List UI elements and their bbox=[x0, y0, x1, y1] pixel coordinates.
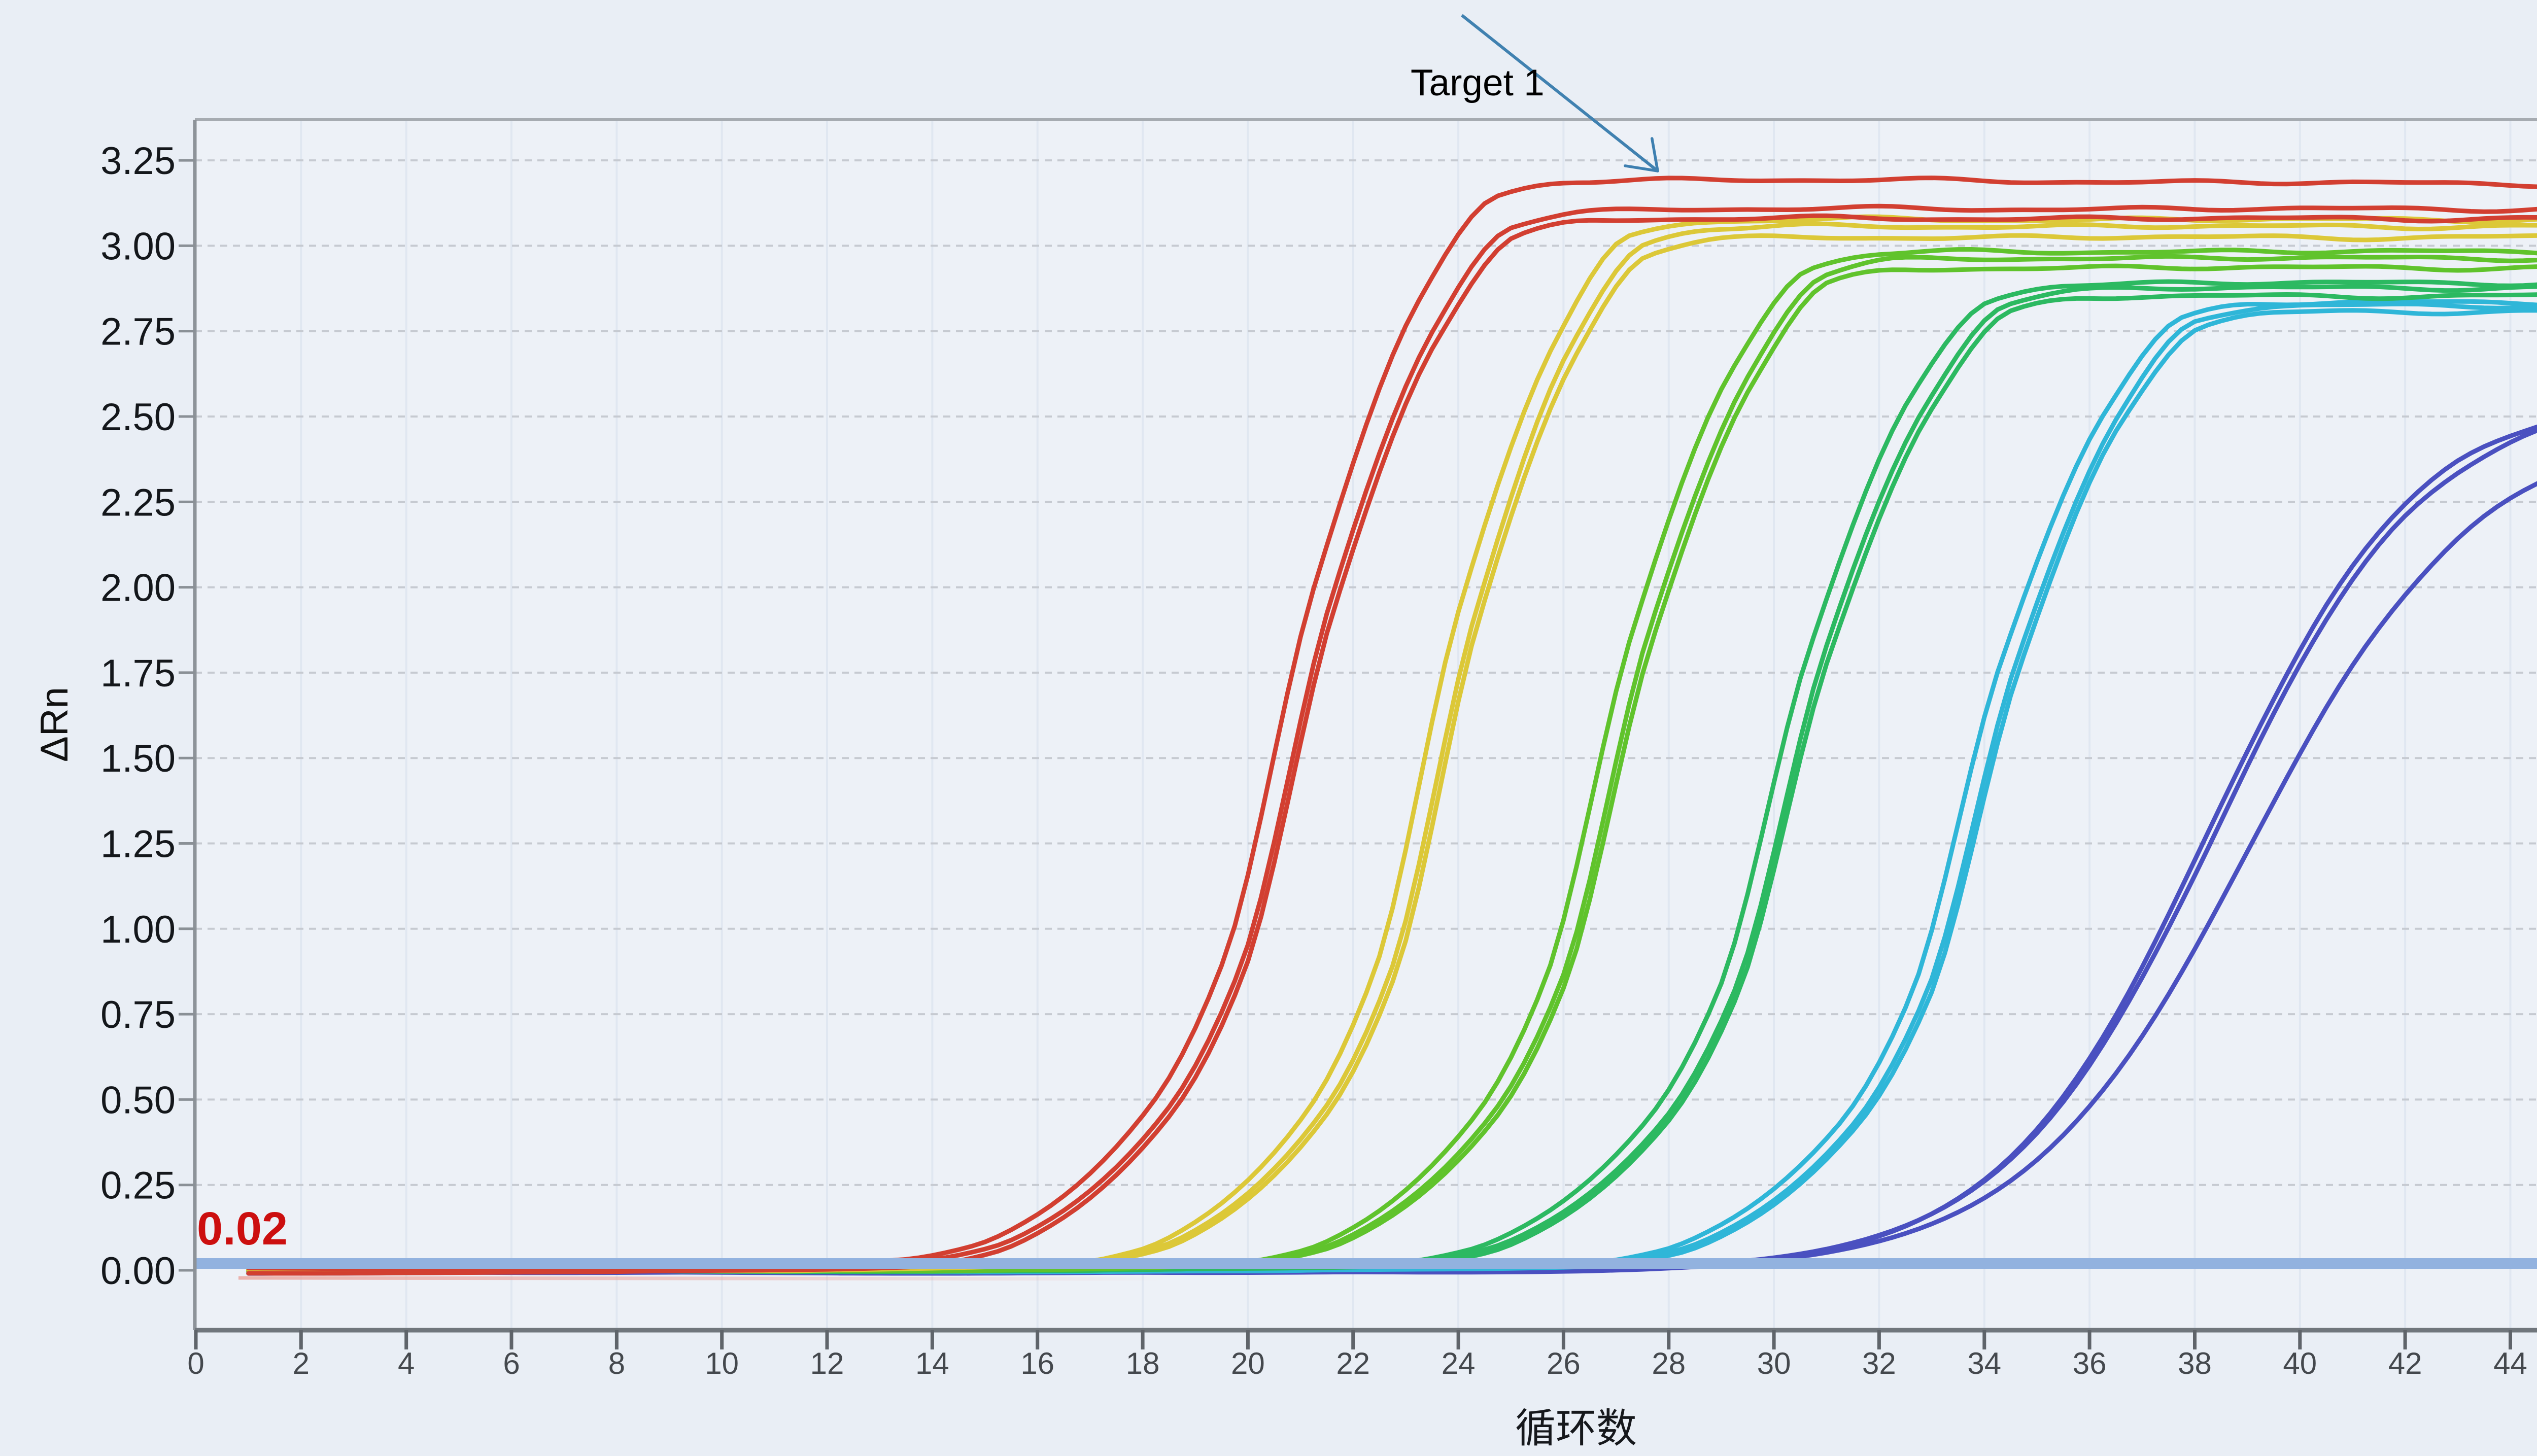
svg-text:0.75: 0.75 bbox=[100, 993, 176, 1036]
svg-text:6: 6 bbox=[503, 1346, 520, 1380]
svg-text:0.02: 0.02 bbox=[197, 1203, 288, 1255]
svg-text:3.25: 3.25 bbox=[100, 140, 176, 183]
svg-text:24: 24 bbox=[1442, 1346, 1476, 1380]
svg-text:26: 26 bbox=[1547, 1346, 1581, 1380]
svg-text:10: 10 bbox=[705, 1346, 739, 1380]
svg-text:2: 2 bbox=[293, 1346, 310, 1380]
svg-text:32: 32 bbox=[1862, 1346, 1896, 1380]
svg-text:12: 12 bbox=[810, 1346, 844, 1380]
svg-text:18: 18 bbox=[1126, 1346, 1160, 1380]
svg-text:22: 22 bbox=[1336, 1346, 1370, 1380]
svg-text:16: 16 bbox=[1020, 1346, 1054, 1380]
svg-text:8: 8 bbox=[608, 1346, 625, 1380]
svg-text:Target 1: Target 1 bbox=[1411, 62, 1545, 103]
svg-text:ΔRn: ΔRn bbox=[33, 687, 76, 762]
svg-text:1.50: 1.50 bbox=[100, 737, 176, 780]
svg-text:2.25: 2.25 bbox=[100, 481, 176, 524]
svg-text:0.00: 0.00 bbox=[100, 1250, 176, 1293]
svg-text:40: 40 bbox=[2283, 1346, 2317, 1380]
svg-text:30: 30 bbox=[1757, 1346, 1791, 1380]
svg-text:1.00: 1.00 bbox=[100, 908, 176, 951]
svg-text:2.50: 2.50 bbox=[100, 396, 176, 439]
svg-text:36: 36 bbox=[2073, 1346, 2107, 1380]
svg-text:28: 28 bbox=[1652, 1346, 1686, 1380]
svg-text:2.75: 2.75 bbox=[100, 310, 176, 354]
svg-text:0.50: 0.50 bbox=[100, 1079, 176, 1122]
svg-text:42: 42 bbox=[2388, 1346, 2422, 1380]
svg-text:20: 20 bbox=[1231, 1346, 1265, 1380]
svg-text:34: 34 bbox=[1967, 1346, 2001, 1380]
svg-text:4: 4 bbox=[398, 1346, 415, 1380]
svg-text:0.25: 0.25 bbox=[100, 1164, 176, 1207]
svg-text:1.75: 1.75 bbox=[100, 652, 176, 695]
svg-text:14: 14 bbox=[915, 1346, 949, 1380]
svg-text:44: 44 bbox=[2493, 1346, 2527, 1380]
svg-text:3.00: 3.00 bbox=[100, 225, 176, 268]
svg-text:2.00: 2.00 bbox=[100, 567, 176, 610]
svg-text:1.25: 1.25 bbox=[100, 823, 176, 866]
svg-text:38: 38 bbox=[2178, 1346, 2212, 1380]
svg-text:0: 0 bbox=[187, 1346, 204, 1380]
